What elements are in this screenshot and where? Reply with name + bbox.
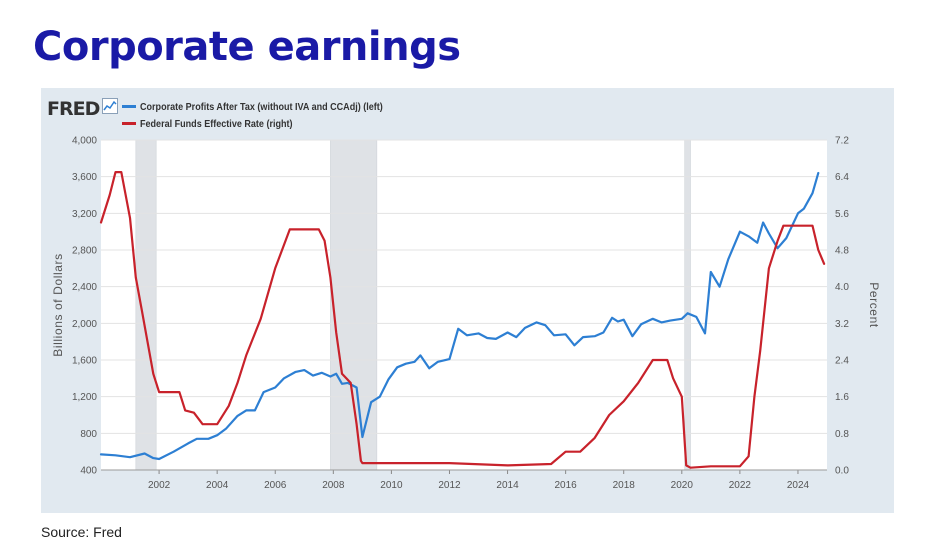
y2-tick-label: 0.0: [835, 466, 849, 477]
slide-title: Corporate earnings: [33, 24, 461, 70]
x-tick-label: 2016: [555, 480, 578, 491]
chart-panel: FRED Corporate Profits After Tax (withou…: [41, 88, 894, 513]
recession-band-2: [684, 139, 691, 471]
y-tick-label: 4,000: [72, 136, 97, 147]
legend-swatch-fed-funds: [122, 122, 136, 125]
x-tick-label: 2024: [787, 480, 810, 491]
y2-tick-label: 4.8: [835, 246, 849, 257]
series-line-corporate-profits: [99, 171, 820, 461]
x-tick-label: 2008: [322, 480, 345, 491]
x-tick-label: 2012: [438, 480, 461, 491]
x-tick-label: 2020: [671, 480, 694, 491]
series-line-fed-funds: [99, 170, 826, 469]
legend-item-corporate-profits: Corporate Profits After Tax (without IVA…: [122, 98, 422, 115]
y2-tick-label: 1.6: [835, 392, 849, 403]
y2-tick-label: 4.0: [835, 282, 849, 293]
y-tick-label: 2,800: [72, 246, 97, 257]
y2-tick-label: 0.8: [835, 429, 849, 440]
y-tick-label: 1,200: [72, 392, 97, 403]
plot-area: [101, 140, 827, 470]
legend-label-fed-funds: Federal Funds Effective Rate (right): [140, 117, 293, 130]
y2-tick-label: 3.2: [835, 319, 849, 330]
y-tick-label: 400: [80, 466, 97, 477]
legend-swatch-corporate-profits: [122, 105, 136, 108]
y2-tick-label: 2.4: [835, 356, 849, 367]
legend-label-corporate-profits: Corporate Profits After Tax (without IVA…: [140, 100, 383, 113]
x-tick-label: 2004: [206, 480, 229, 491]
x-tick-label: 2018: [613, 480, 636, 491]
y-tick-label: 3,200: [72, 209, 97, 220]
graph-icon: [102, 98, 118, 114]
x-tick-label: 2002: [148, 480, 171, 491]
y-tick-label: 2,400: [72, 282, 97, 293]
chart-legend: Corporate Profits After Tax (without IVA…: [122, 98, 422, 132]
y2-tick-label: 5.6: [835, 209, 849, 220]
chart-svg: 400 800 1,200 1,600 2,000 2,400 2,800 3,200 3,60…: [51, 136, 881, 492]
x-tick-label: 2022: [729, 480, 752, 491]
y2-tick-label: 6.4: [835, 172, 849, 183]
recession-band-1: [330, 139, 378, 471]
y-tick-label: 1,600: [72, 356, 97, 367]
source-note: Source: Fred: [41, 524, 122, 540]
x-tick-label: 2010: [380, 480, 403, 491]
y-tick-label: 3,600: [72, 172, 97, 183]
y2-tick-label: 7.2: [835, 136, 849, 147]
fred-logo: FRED: [47, 98, 100, 120]
y-tick-label: 800: [80, 429, 97, 440]
y-axis-label: Billions of Dollars: [51, 253, 65, 356]
x-tick-label: 2014: [496, 480, 519, 491]
recession-band-0: [135, 139, 157, 471]
y-tick-label: 2,000: [72, 319, 97, 330]
y2-axis-label: Percent: [867, 282, 881, 328]
legend-item-fed-funds: Federal Funds Effective Rate (right): [122, 115, 422, 132]
x-tick-label: 2006: [264, 480, 287, 491]
